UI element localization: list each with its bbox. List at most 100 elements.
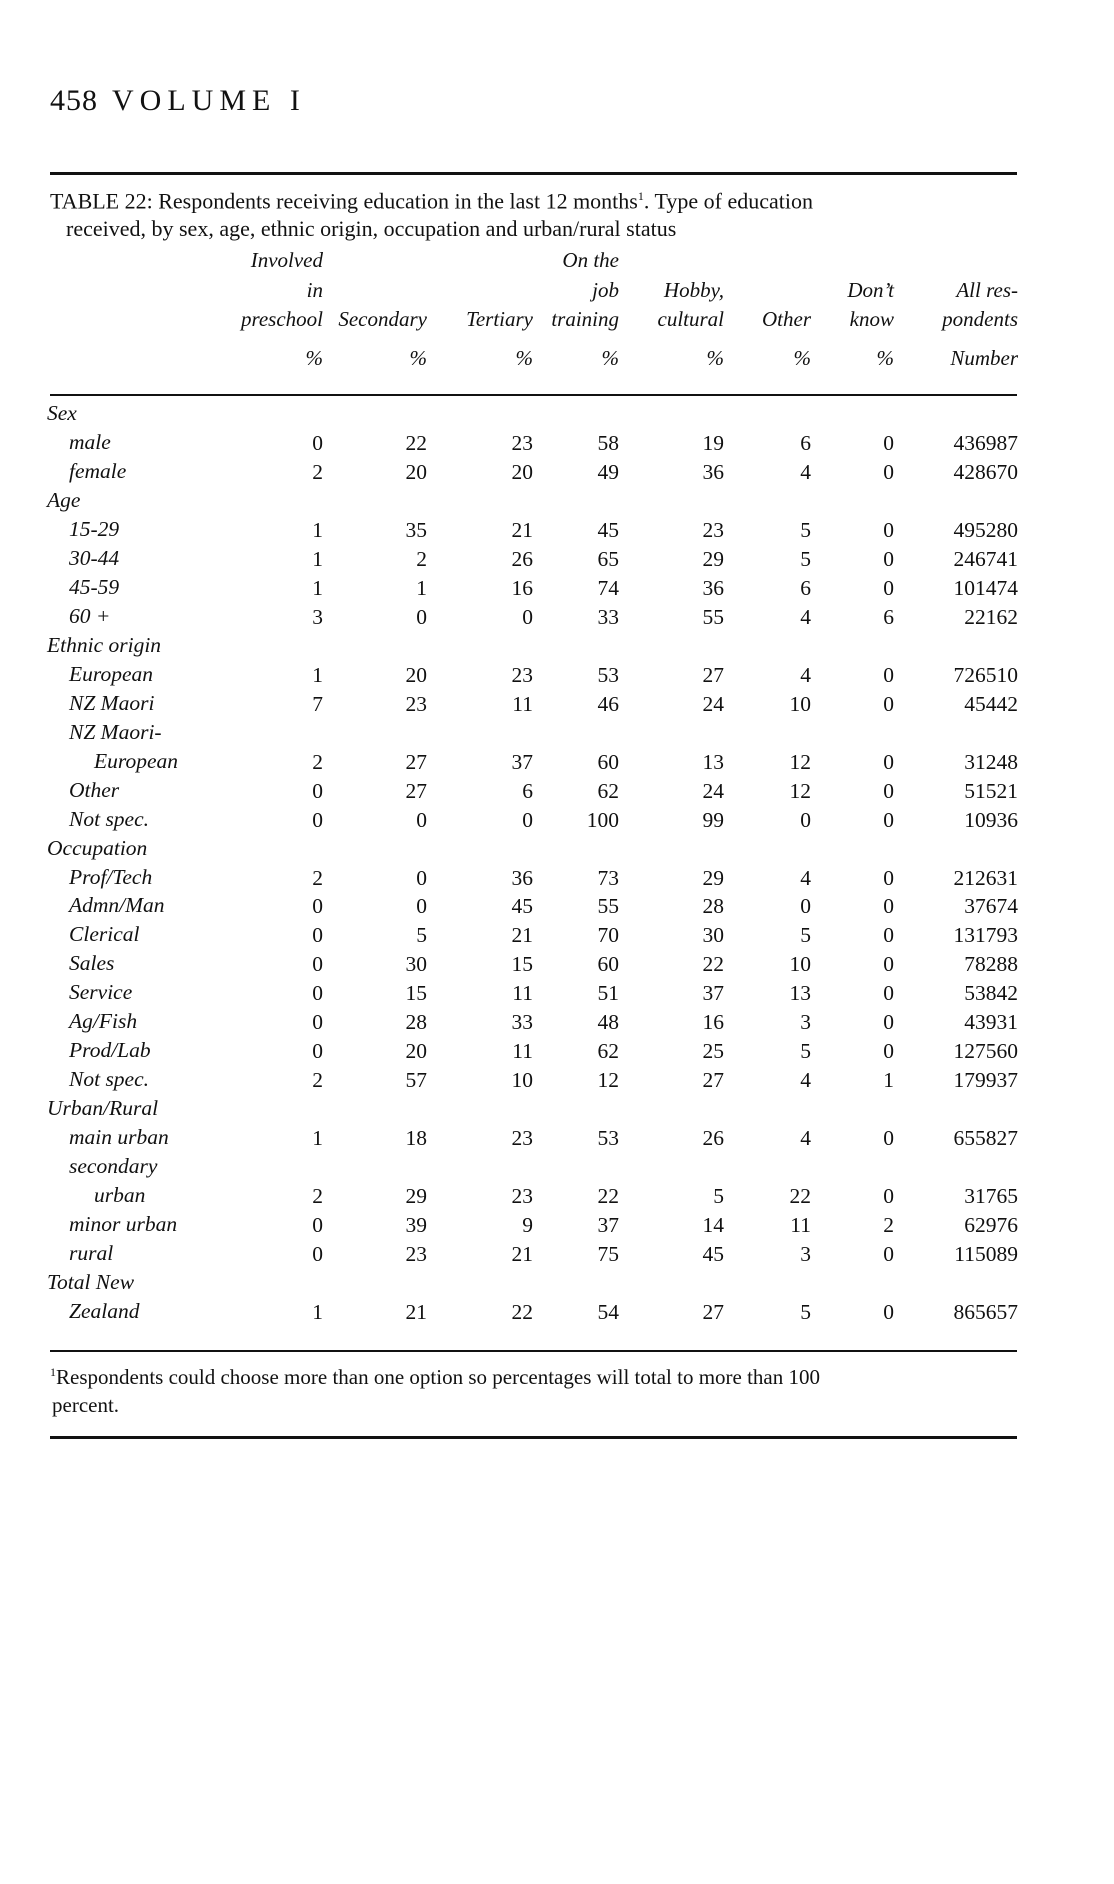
table-cell: 428670 (953, 459, 1019, 484)
table-cell: 12 (789, 749, 812, 774)
table-cell: 0 (883, 1126, 894, 1151)
table-cell: 0 (312, 923, 323, 948)
table-cell: 0 (312, 807, 323, 832)
table-cell: 246741 (953, 546, 1019, 571)
table-cell: 31765 (964, 1184, 1018, 1209)
table-cell: 20 (511, 459, 534, 484)
table-cell: 0 (416, 865, 427, 890)
table-cell: 6 (522, 778, 533, 803)
table-cell: 0 (883, 923, 894, 948)
table-cell: 100 (586, 807, 619, 832)
table-cell: 0 (312, 894, 323, 919)
table-cell: 2 (883, 1213, 894, 1238)
table-cell: 0 (416, 894, 427, 919)
table-cell: 6 (800, 430, 811, 455)
table-cell: 70 (597, 923, 620, 948)
table-cell: 11 (790, 1213, 811, 1238)
table-cell: 43931 (964, 1010, 1018, 1035)
table-cell: 6 (883, 604, 894, 629)
column-header: know (849, 307, 894, 331)
column-header: cultural (657, 307, 725, 331)
table-cell: 1 (312, 546, 323, 571)
table-cell: 0 (883, 952, 894, 977)
row-label: male (69, 429, 111, 454)
table-cell: 37 (511, 749, 534, 774)
table-cell: 78288 (964, 952, 1018, 977)
title-line-2: received, by sex, age, ethnic origin, oc… (66, 216, 677, 242)
table-cell: 0 (522, 807, 533, 832)
table-cell: 12 (597, 1068, 620, 1093)
table-cell: 1 (312, 1126, 323, 1151)
section-label: Occupation (47, 835, 148, 860)
table-cell: 2 (312, 865, 323, 890)
table-cell: 27 (702, 662, 725, 687)
row-label: Not spec. (69, 806, 150, 831)
table-cell: 22 (405, 430, 428, 455)
table-cell: 0 (883, 1242, 894, 1267)
table-cell: 39 (405, 1213, 428, 1238)
table-cell: 212631 (953, 865, 1019, 890)
table-cell: 27 (405, 749, 428, 774)
section-label: Urban/Rural (47, 1096, 159, 1121)
table-cell: 18 (405, 1126, 428, 1151)
table-cell: 10 (511, 1068, 534, 1093)
table-cell: 0 (883, 546, 894, 571)
table-cell: 31248 (964, 749, 1018, 774)
volume-label: VOLUME I (112, 84, 306, 117)
table-cell: 21 (511, 517, 534, 542)
table-cell: 0 (883, 1039, 894, 1064)
column-unit: % (305, 346, 324, 370)
table-cell: 49 (597, 459, 620, 484)
column-unit: % (409, 346, 428, 370)
column-header: preschool (240, 307, 323, 331)
table-cell: 20 (405, 1039, 428, 1064)
table-cell: 10 (789, 952, 812, 977)
table-cell: 0 (800, 807, 811, 832)
table-cell: 11 (512, 981, 533, 1006)
row-label: Service (69, 980, 133, 1005)
table-cell: 33 (597, 604, 620, 629)
table-cell: 0 (883, 894, 894, 919)
table-cell: 179937 (953, 1068, 1019, 1093)
row-label: European (94, 748, 178, 773)
title-footnote-mark: 1 (637, 189, 644, 203)
table-cell: 58 (597, 430, 620, 455)
table-cell: 29 (702, 865, 725, 890)
section-label: Sex (47, 401, 77, 425)
table-cell: 2 (312, 749, 323, 774)
table-cell: 57 (405, 1068, 428, 1093)
table-cell: 0 (883, 459, 894, 484)
column-unit: % (876, 346, 895, 370)
row-label: Not spec. (69, 1067, 150, 1092)
table-cell: 5 (800, 546, 811, 571)
table-cell: 29 (405, 1184, 428, 1209)
row-label: Other (69, 777, 120, 802)
table-cell: 73 (597, 865, 620, 890)
column-header: All res- (956, 277, 1018, 302)
table-cell: 65 (597, 546, 620, 571)
column-header: job (592, 277, 619, 302)
table-cell: 55 (597, 894, 620, 919)
table-cell: 21 (511, 1242, 534, 1267)
title-text-end: . Type of education (643, 188, 813, 214)
table-cell: 27 (702, 1300, 725, 1325)
row-label: Admn/Man (69, 893, 165, 918)
final-rule (50, 1436, 1017, 1439)
table-cell: 23 (511, 1126, 534, 1151)
table-cell: 5 (416, 923, 427, 948)
table-cell: 62976 (964, 1213, 1018, 1238)
table-cell: 101474 (953, 575, 1019, 600)
table-cell: 1 (883, 1068, 894, 1093)
table-cell: 22 (702, 952, 725, 977)
row-label: female (69, 458, 127, 483)
table-cell: 0 (883, 749, 894, 774)
table-cell: 45442 (964, 691, 1018, 716)
section-label: Total New (47, 1270, 135, 1295)
table-cell: 37674 (964, 894, 1018, 919)
table-cell: 436987 (953, 430, 1019, 455)
table-cell: 11 (512, 1039, 533, 1064)
table-cell: 15 (405, 981, 428, 1006)
table-cell: 0 (312, 1242, 323, 1267)
table-cell: 26 (702, 1126, 725, 1151)
table-cell: 131793 (953, 923, 1019, 948)
